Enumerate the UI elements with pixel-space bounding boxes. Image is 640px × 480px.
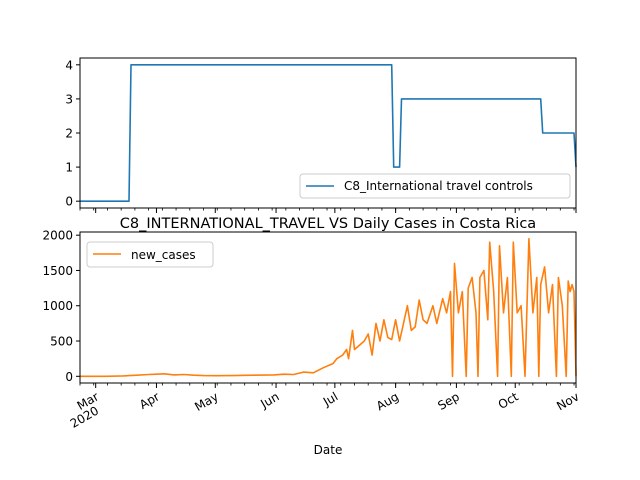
bottom-y-ticks: 0 500 1000 1500 2000 [42, 229, 80, 384]
y-tick-label: 0 [65, 195, 73, 209]
top-plot-area [80, 64, 577, 202]
y-tick-label: 2 [65, 127, 73, 141]
bottom-plot-area [80, 237, 577, 378]
y-tick-label: 0 [65, 370, 73, 384]
top-legend-box [299, 173, 571, 199]
y-tick-label: 2000 [42, 229, 73, 243]
bottom-axes-frame [79, 231, 577, 384]
top-legend-label: C8_International travel controls [344, 179, 533, 193]
bottom-legend-label: new_cases [131, 248, 196, 262]
y-tick-label: 4 [65, 58, 73, 72]
top-x-ticks [79, 208, 577, 213]
top-legend: C8_International travel controls [299, 173, 571, 199]
series-line-new-cases [80, 237, 577, 378]
top-y-ticks: 0 1 2 3 4 [65, 58, 80, 209]
x-tick-label: Jul [320, 389, 340, 409]
x-axis-label: Date [314, 443, 343, 457]
y-tick-label: 1 [65, 161, 73, 175]
bottom-legend: new_cases [86, 241, 214, 268]
y-tick-label: 1000 [42, 299, 73, 313]
bottom-chart-title: C8_INTERNATIONAL_TRAVEL VS Daily Cases i… [120, 216, 536, 232]
series-line-c8-international-travel-controls [80, 64, 577, 202]
y-tick-label: 1500 [42, 264, 73, 278]
top-axes: 0 1 2 3 4 C8_International travel controls [65, 57, 577, 213]
bottom-legend-box [86, 241, 214, 268]
y-tick-label: 500 [50, 335, 73, 349]
y-tick-label: 3 [65, 92, 73, 106]
